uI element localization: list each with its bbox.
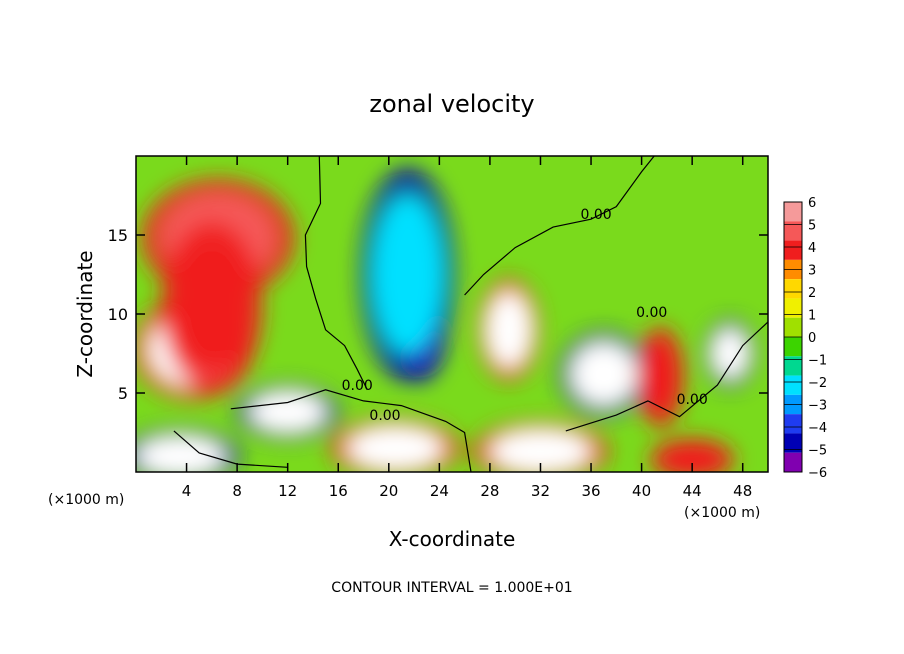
colorbar-label: −1 <box>808 354 827 369</box>
chart-title: zonal velocity <box>369 90 534 118</box>
y-tick-label: 10 <box>108 305 128 324</box>
x-axis-ticks: 4 8 12 16 20 24 28 32 36 40 44 48 <box>182 156 752 500</box>
colorbar-swatch <box>784 279 802 299</box>
x-tick-label: 24 <box>430 482 449 500</box>
x-axis-unit: (×1000 m) <box>684 505 760 521</box>
colorbar-swatch <box>784 240 802 260</box>
colorbar: 6 5 4 3 2 1 0 −1 −2 −3 −4 −5 −6 <box>783 196 827 481</box>
x-axis-label: X-coordinate <box>389 527 516 551</box>
colorbar-swatch <box>784 452 802 472</box>
field-core <box>136 435 225 472</box>
colorbar-label: 0 <box>808 331 816 346</box>
colorbar-swatch <box>784 202 802 222</box>
x-tick-label: 28 <box>480 482 499 500</box>
x-tick-label: 8 <box>232 482 242 500</box>
field-core <box>486 291 532 368</box>
field-core <box>489 429 592 472</box>
contour-line <box>230 389 472 472</box>
contour-line <box>565 321 768 432</box>
colorbar-swatch <box>784 356 802 376</box>
colorbar-swatch <box>784 414 802 434</box>
y-tick-label: 5 <box>118 384 128 403</box>
velocity-field <box>136 156 768 472</box>
y-tick-label: 15 <box>108 226 128 245</box>
contour-label: 0.00 <box>581 207 612 223</box>
colorbar-swatch <box>784 221 802 241</box>
colorbar-label: −6 <box>808 466 827 481</box>
contour-label: 0.00 <box>342 378 373 394</box>
x-tick-label: 40 <box>632 482 651 500</box>
field-core <box>642 339 679 416</box>
y-axis-unit: (×1000 m) <box>48 492 124 508</box>
colorbar-label: 5 <box>808 219 816 234</box>
colorbar-label: 3 <box>808 264 816 279</box>
contour-interval-note: CONTOUR INTERVAL = 1.000E+01 <box>331 580 572 596</box>
field-blobs <box>136 167 756 472</box>
colorbar-label: 6 <box>808 196 816 211</box>
x-tick-label: 48 <box>733 482 752 500</box>
y-axis-label: Z-coordinate <box>73 250 97 377</box>
field-core <box>347 426 444 471</box>
contour-line <box>464 156 655 296</box>
contour-label: 0.00 <box>636 305 667 321</box>
field-core <box>173 242 250 370</box>
x-tick-label: 36 <box>581 482 600 500</box>
x-tick-label: 44 <box>683 482 702 500</box>
contour-labels: 0.00 0.00 0.00 0.00 0.00 <box>342 207 708 424</box>
colorbar-label: −2 <box>808 376 827 391</box>
colorbar-label: −3 <box>808 399 827 414</box>
x-tick-label: 12 <box>278 482 297 500</box>
contour-label: 0.00 <box>369 408 400 424</box>
contour-line <box>304 156 368 391</box>
field-core <box>249 391 326 433</box>
colorbar-swatch <box>784 298 802 318</box>
colorbar-label: −4 <box>808 421 827 436</box>
colorbar-swatch <box>784 375 802 395</box>
colorbar-swatch <box>784 337 802 357</box>
x-tick-label: 16 <box>329 482 348 500</box>
colorbar-label: 2 <box>808 286 816 301</box>
zero-contour-lines <box>173 156 768 472</box>
colorbar-label: 4 <box>808 241 816 256</box>
contour-label: 0.00 <box>677 392 708 408</box>
x-tick-label: 32 <box>531 482 550 500</box>
x-tick-label: 20 <box>379 482 398 500</box>
colorbar-label: −5 <box>808 444 827 459</box>
contour-line <box>173 430 288 468</box>
colorbar-swatch <box>784 433 802 453</box>
colorbar-label: 1 <box>808 309 816 324</box>
colorbar-swatch <box>784 317 802 337</box>
y-axis-ticks: 5 10 15 <box>108 226 768 403</box>
field-core <box>372 195 444 354</box>
field-core <box>660 443 724 472</box>
field-core <box>711 328 750 379</box>
field-core <box>570 342 637 406</box>
x-tick-label: 4 <box>182 482 192 500</box>
